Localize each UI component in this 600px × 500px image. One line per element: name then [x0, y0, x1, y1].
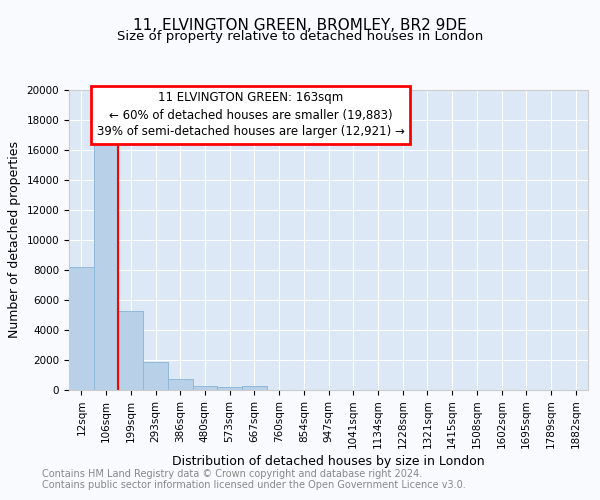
- Text: 11, ELVINGTON GREEN, BROMLEY, BR2 9DE: 11, ELVINGTON GREEN, BROMLEY, BR2 9DE: [133, 18, 467, 32]
- Text: Size of property relative to detached houses in London: Size of property relative to detached ho…: [117, 30, 483, 43]
- Bar: [118, 310, 143, 390]
- Text: 11 ELVINGTON GREEN: 163sqm
← 60% of detached houses are smaller (19,883)
39% of : 11 ELVINGTON GREEN: 163sqm ← 60% of deta…: [97, 92, 404, 138]
- Bar: [193, 386, 217, 390]
- Y-axis label: Number of detached properties: Number of detached properties: [8, 142, 21, 338]
- Bar: [69, 267, 94, 390]
- Bar: [168, 379, 193, 390]
- Text: Contains HM Land Registry data © Crown copyright and database right 2024.: Contains HM Land Registry data © Crown c…: [42, 469, 422, 479]
- X-axis label: Distribution of detached houses by size in London: Distribution of detached houses by size …: [172, 456, 485, 468]
- Text: Contains public sector information licensed under the Open Government Licence v3: Contains public sector information licen…: [42, 480, 466, 490]
- Bar: [94, 142, 118, 390]
- Bar: [217, 386, 242, 390]
- Bar: [143, 362, 168, 390]
- Bar: [242, 386, 267, 390]
